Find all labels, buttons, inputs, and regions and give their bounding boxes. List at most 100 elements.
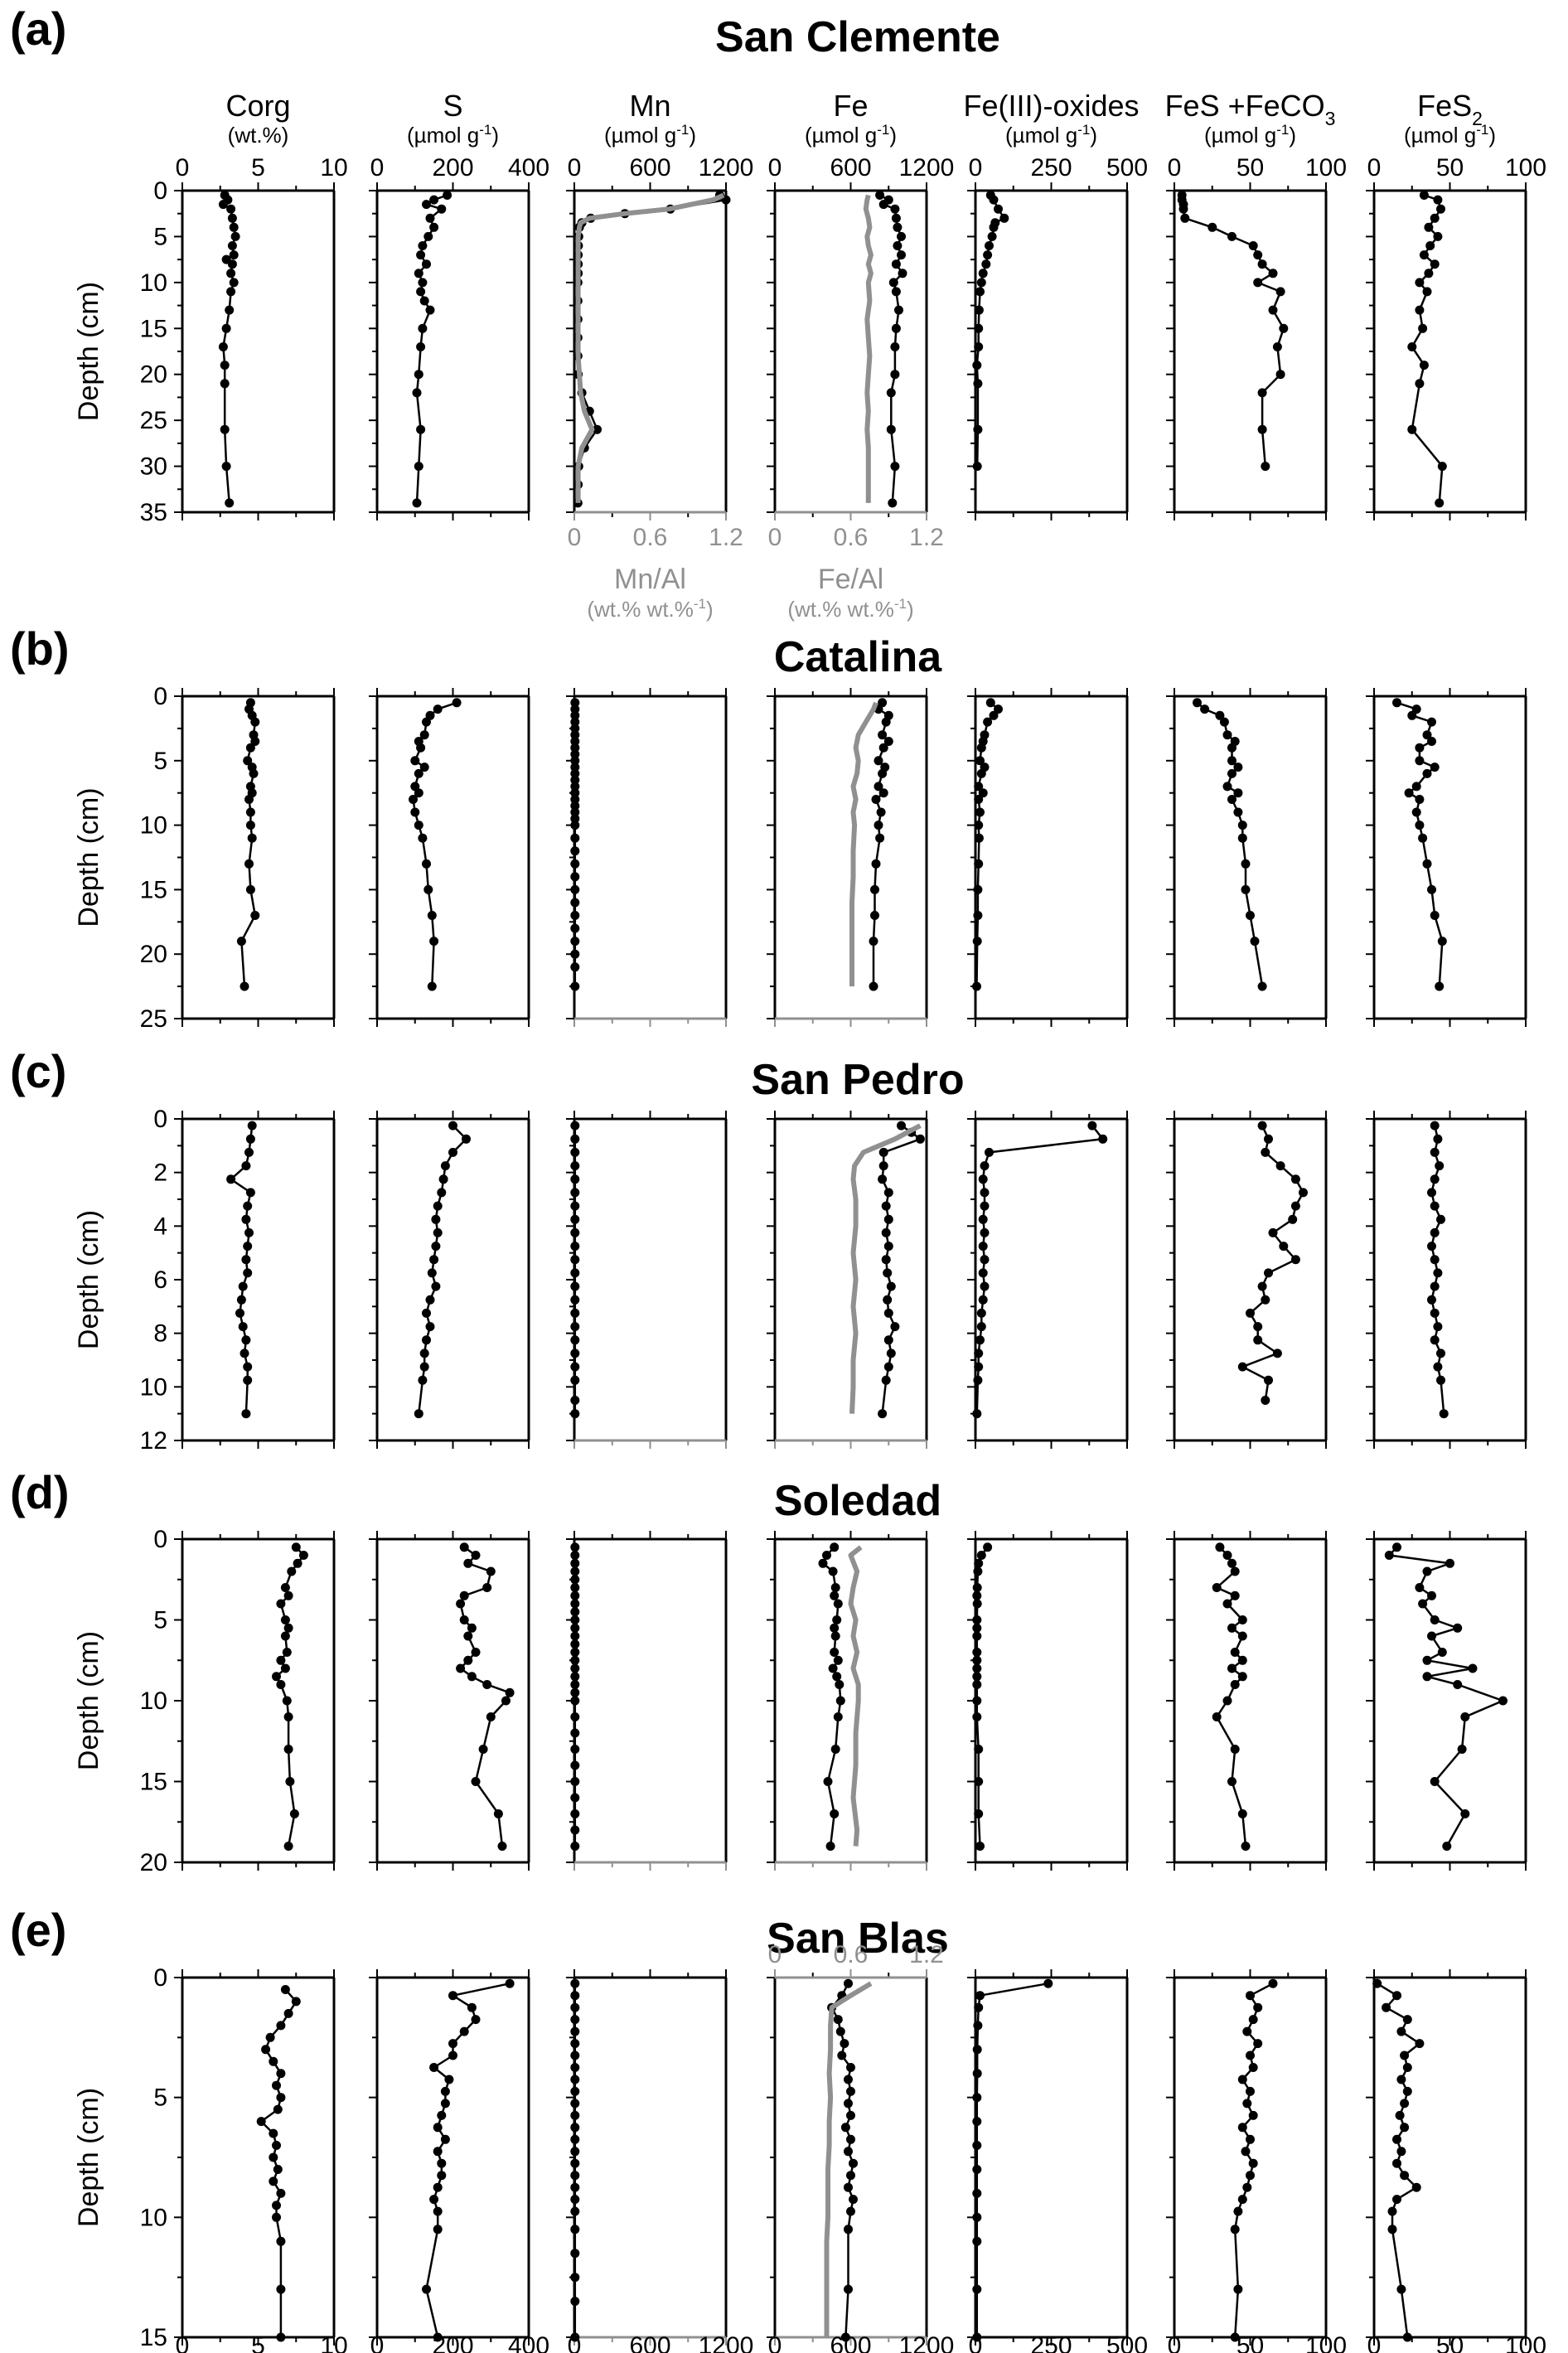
- data-point-s: [440, 1161, 450, 1171]
- data-point-corg: [245, 743, 255, 753]
- data-point-mn: [570, 2026, 580, 2036]
- data-point-fes2: [1433, 1134, 1443, 1144]
- data-point-mn: [570, 1583, 580, 1592]
- data-point-fes2: [1435, 981, 1445, 991]
- data-point-corg: [220, 424, 230, 434]
- data-point-corg: [273, 2165, 283, 2174]
- data-point-corg: [298, 1551, 308, 1560]
- data-point-mn: [570, 1322, 580, 1332]
- data-point-fes-feco3: [1200, 704, 1210, 714]
- series-line-fe-al: [849, 701, 878, 987]
- data-point-mn: [570, 884, 580, 894]
- data-point-fes-feco3: [1268, 305, 1278, 315]
- data-point-s: [433, 2332, 443, 2342]
- y-tick-label: 5: [153, 223, 167, 250]
- data-point-corg: [245, 884, 255, 894]
- data-point-fes-feco3: [1257, 259, 1267, 269]
- data-point-corg: [226, 269, 236, 278]
- x-tick-label: 50: [1436, 154, 1464, 182]
- ratio-tick-label: 0.6: [834, 524, 869, 551]
- y-tick-label: 12: [140, 1427, 167, 1455]
- data-point-mn: [570, 962, 580, 972]
- data-point-fes2: [1400, 2099, 1410, 2109]
- data-point-corg: [245, 821, 255, 830]
- data-point-fes2: [1422, 1566, 1432, 1576]
- series-line-fes2: [1388, 1546, 1504, 1847]
- data-point-s: [452, 698, 462, 708]
- data-point-corg: [283, 2008, 293, 2018]
- data-point-s: [429, 2195, 439, 2205]
- data-point-mn: [570, 1680, 580, 1689]
- data-point-fes-feco3: [1268, 1227, 1278, 1237]
- data-point-fe: [878, 743, 888, 753]
- data-point-fes-feco3: [1253, 250, 1263, 260]
- data-point-fes2: [1407, 424, 1417, 434]
- data-point-fe: [886, 1281, 896, 1291]
- x-tick-label: 0: [1168, 154, 1182, 182]
- x-tick-label-bottom: 1200: [699, 2332, 754, 2353]
- data-point-s: [448, 2039, 457, 2049]
- data-point-fe-iii-oxides: [983, 717, 993, 727]
- data-point-s: [448, 1991, 457, 2001]
- data-point-fes2: [1433, 1322, 1443, 1332]
- data-point-fes2: [1430, 1227, 1440, 1237]
- data-point-s: [459, 1615, 469, 1624]
- data-point-fe: [890, 204, 900, 214]
- data-point-fe-iii-oxides: [972, 1409, 982, 1419]
- data-point-s: [437, 2110, 447, 2120]
- data-point-s: [467, 1623, 477, 1633]
- data-point-mn: [570, 775, 580, 785]
- data-point-mn: [570, 1712, 580, 1721]
- x-tick-label-bottom: 0: [1168, 2332, 1182, 2353]
- data-point-mn: [570, 833, 580, 843]
- data-point-fes-feco3: [1233, 807, 1243, 817]
- data-point-fe-iii-oxides: [974, 305, 984, 315]
- data-point-mn: [570, 1672, 580, 1682]
- data-point-mn: [570, 1978, 580, 1988]
- data-point-fes2: [1430, 1121, 1440, 1131]
- data-point-mn: [570, 923, 580, 933]
- data-point-s: [433, 2206, 443, 2216]
- data-point-fes2: [1415, 795, 1425, 804]
- data-point-s: [467, 1672, 477, 1682]
- data-point-corg: [247, 1121, 257, 1131]
- y-tick-label: 15: [140, 2324, 167, 2351]
- data-point-fes2: [1427, 884, 1436, 894]
- data-point-corg: [245, 807, 255, 817]
- data-point-fe-iii-oxides: [1098, 1134, 1108, 1144]
- data-point-mn: [570, 872, 580, 882]
- data-point-s: [478, 1745, 488, 1754]
- data-point-s: [414, 269, 423, 278]
- data-point-s: [414, 788, 423, 798]
- data-point-corg: [244, 859, 254, 869]
- data-point-s: [425, 213, 435, 223]
- data-point-mn: [570, 1777, 580, 1786]
- data-point-fes-feco3: [1241, 884, 1251, 894]
- data-point-fe-iii-oxides: [974, 2002, 984, 2012]
- data-point-fe-iii-oxides: [974, 833, 984, 843]
- data-point-fes2: [1433, 195, 1443, 205]
- data-point-fe-iii-oxides: [972, 2093, 982, 2103]
- data-point-mn: [570, 2182, 580, 2192]
- y-tick-label: 20: [140, 361, 167, 389]
- data-point-fe-iii-oxides: [989, 710, 999, 720]
- variable-name-Corg: Corg: [225, 89, 290, 123]
- data-point-s: [497, 1842, 507, 1851]
- data-point-corg: [269, 2056, 278, 2066]
- data-point-fe-iii-oxides: [974, 1348, 984, 1358]
- data-point-fe-iii-oxides: [972, 1623, 982, 1633]
- data-point-s: [493, 1809, 503, 1818]
- data-point-fes-feco3: [1257, 424, 1267, 434]
- depth-axis-label: Depth (cm): [73, 787, 104, 927]
- data-point-fes-feco3: [1275, 1161, 1285, 1171]
- data-point-s: [414, 462, 423, 472]
- data-point-mn: [570, 1551, 580, 1560]
- x-tick-label-bottom: 0: [370, 2332, 385, 2353]
- data-point-fes2: [1427, 717, 1436, 727]
- x-tick-label: 250: [1030, 154, 1072, 182]
- data-point-corg: [245, 1134, 255, 1144]
- data-point-s: [416, 287, 426, 297]
- data-point-mn: [570, 782, 580, 792]
- data-point-fes2: [1430, 763, 1440, 772]
- data-point-fe: [874, 782, 883, 792]
